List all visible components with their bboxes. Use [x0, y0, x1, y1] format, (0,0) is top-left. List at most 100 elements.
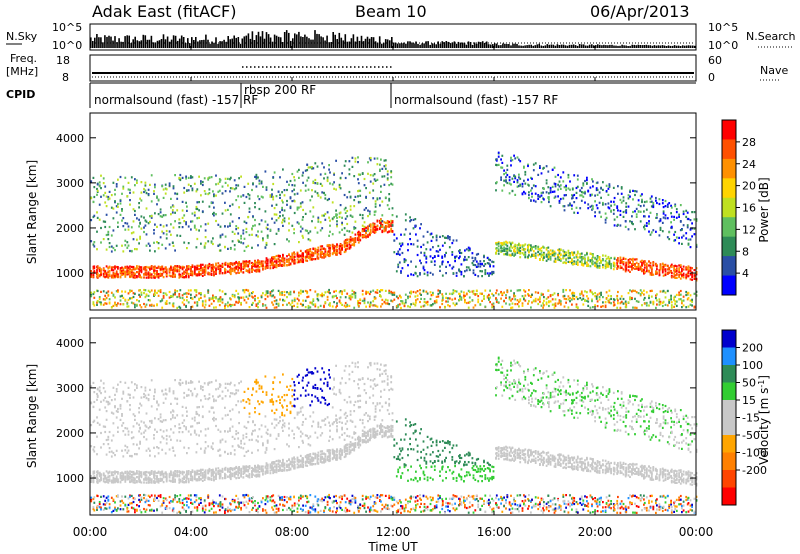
power-cell	[675, 211, 678, 214]
power-cell	[664, 214, 667, 217]
power-cell	[600, 260, 602, 264]
power-cell	[384, 298, 387, 301]
power-cell	[537, 247, 540, 251]
power-cell	[117, 274, 119, 278]
power-cell	[388, 230, 391, 233]
power-cell	[655, 196, 657, 200]
power-cell	[156, 291, 158, 295]
power-cell	[373, 230, 376, 233]
power-cell	[579, 256, 582, 259]
power-cell	[144, 181, 147, 184]
noise-sky-bar	[552, 44, 555, 48]
power-cell	[291, 258, 294, 261]
power-cell	[441, 235, 444, 238]
power-cell	[181, 297, 184, 300]
power-cell	[353, 291, 356, 294]
power-cell	[193, 267, 196, 270]
power-cell	[138, 271, 140, 274]
power-cell	[281, 208, 283, 212]
power-cell	[398, 248, 401, 251]
power-cell	[497, 245, 500, 248]
power-cell	[500, 242, 502, 245]
power-cell	[643, 266, 646, 269]
power-cell	[652, 229, 655, 232]
power-cell	[306, 296, 309, 299]
power-cell	[648, 296, 650, 300]
power-cell	[650, 195, 653, 198]
power-cell	[136, 217, 138, 220]
power-cell	[506, 291, 509, 294]
power-cell	[393, 298, 396, 301]
power-cell	[454, 304, 456, 307]
power-cell	[126, 265, 129, 268]
power-cell	[254, 263, 256, 266]
power-cell	[316, 297, 319, 300]
power-cell	[165, 269, 168, 272]
power-cell	[554, 304, 557, 307]
power-cell	[678, 213, 680, 216]
noise-right-tick-top: 10^5	[708, 21, 738, 34]
power-cell	[447, 235, 449, 238]
power-cell	[497, 155, 500, 158]
power-cell	[227, 225, 229, 228]
power-cell	[190, 175, 192, 178]
power-cell	[309, 210, 312, 213]
power-cell	[309, 289, 312, 292]
power-cell	[343, 250, 346, 254]
power-cell	[557, 254, 559, 257]
power-cell	[134, 303, 136, 306]
power-cell	[451, 253, 454, 256]
power-cell	[645, 208, 648, 211]
power-cell	[404, 228, 407, 231]
power-cell	[610, 295, 612, 298]
power-cell	[348, 241, 351, 244]
power-cell	[540, 172, 543, 175]
power-cell	[368, 210, 371, 213]
power-cell	[612, 268, 615, 271]
power-cell	[639, 267, 642, 271]
power-cell	[388, 220, 391, 223]
power-cell	[329, 249, 331, 252]
power-cell	[343, 244, 346, 247]
power-cell	[154, 250, 156, 253]
power-cell	[479, 270, 482, 273]
power-cell	[132, 271, 135, 274]
power-cell	[129, 270, 131, 273]
power-cell	[181, 226, 184, 229]
power-cell	[439, 290, 441, 293]
power-cell	[412, 243, 415, 246]
power-cell	[407, 295, 409, 298]
power-cell	[524, 253, 527, 256]
power-cell	[122, 267, 125, 270]
power-cell	[215, 297, 217, 300]
power-cell	[162, 296, 165, 299]
power-cell	[598, 265, 601, 268]
power-cell	[296, 255, 299, 258]
power-cell	[275, 266, 278, 269]
power-cell	[602, 254, 604, 257]
noise-sky-bar	[158, 40, 161, 48]
power-cell	[524, 243, 527, 246]
power-cell	[90, 291, 93, 294]
power-cell	[668, 202, 671, 205]
power-cell	[252, 263, 254, 266]
power-cell	[641, 291, 643, 295]
power-cell	[317, 216, 320, 219]
power-cell	[210, 266, 213, 270]
power-cell	[231, 240, 234, 243]
power-cell	[459, 249, 461, 252]
power-cell	[312, 258, 315, 261]
cpid-label: CPID	[6, 88, 35, 101]
power-cell	[409, 291, 411, 294]
power-cell	[161, 265, 164, 268]
power-cell	[299, 254, 302, 257]
power-cell	[307, 238, 310, 241]
power-cell	[191, 270, 194, 273]
power-cell	[492, 294, 495, 297]
noise-sky-bar	[352, 34, 355, 48]
power-cell	[204, 242, 207, 245]
power-cell	[238, 206, 240, 209]
power-cell	[622, 210, 625, 214]
power-cell	[608, 258, 611, 261]
power-cell	[293, 179, 296, 182]
